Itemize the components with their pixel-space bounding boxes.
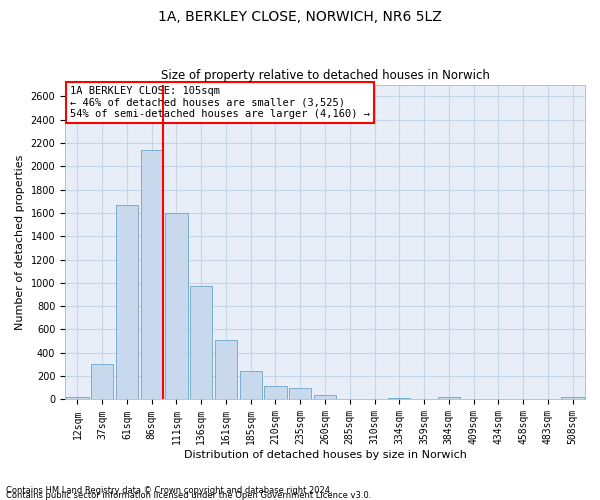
X-axis label: Distribution of detached houses by size in Norwich: Distribution of detached houses by size …: [184, 450, 466, 460]
Bar: [166, 213, 188, 400]
Bar: [140, 150, 163, 400]
Bar: [289, 388, 311, 400]
Bar: [66, 397, 89, 400]
Bar: [215, 340, 237, 400]
Bar: [314, 395, 336, 400]
Bar: [190, 286, 212, 400]
Bar: [91, 364, 113, 400]
Y-axis label: Number of detached properties: Number of detached properties: [15, 154, 25, 330]
Bar: [239, 371, 262, 400]
Text: 1A, BERKLEY CLOSE, NORWICH, NR6 5LZ: 1A, BERKLEY CLOSE, NORWICH, NR6 5LZ: [158, 10, 442, 24]
Text: Contains HM Land Registry data © Crown copyright and database right 2024.: Contains HM Land Registry data © Crown c…: [6, 486, 332, 495]
Text: 1A BERKLEY CLOSE: 105sqm
← 46% of detached houses are smaller (3,525)
54% of sem: 1A BERKLEY CLOSE: 105sqm ← 46% of detach…: [70, 86, 370, 120]
Bar: [388, 398, 410, 400]
Bar: [116, 204, 138, 400]
Bar: [562, 397, 584, 400]
Title: Size of property relative to detached houses in Norwich: Size of property relative to detached ho…: [161, 69, 490, 82]
Bar: [265, 386, 287, 400]
Bar: [437, 397, 460, 400]
Text: Contains public sector information licensed under the Open Government Licence v3: Contains public sector information licen…: [6, 491, 371, 500]
